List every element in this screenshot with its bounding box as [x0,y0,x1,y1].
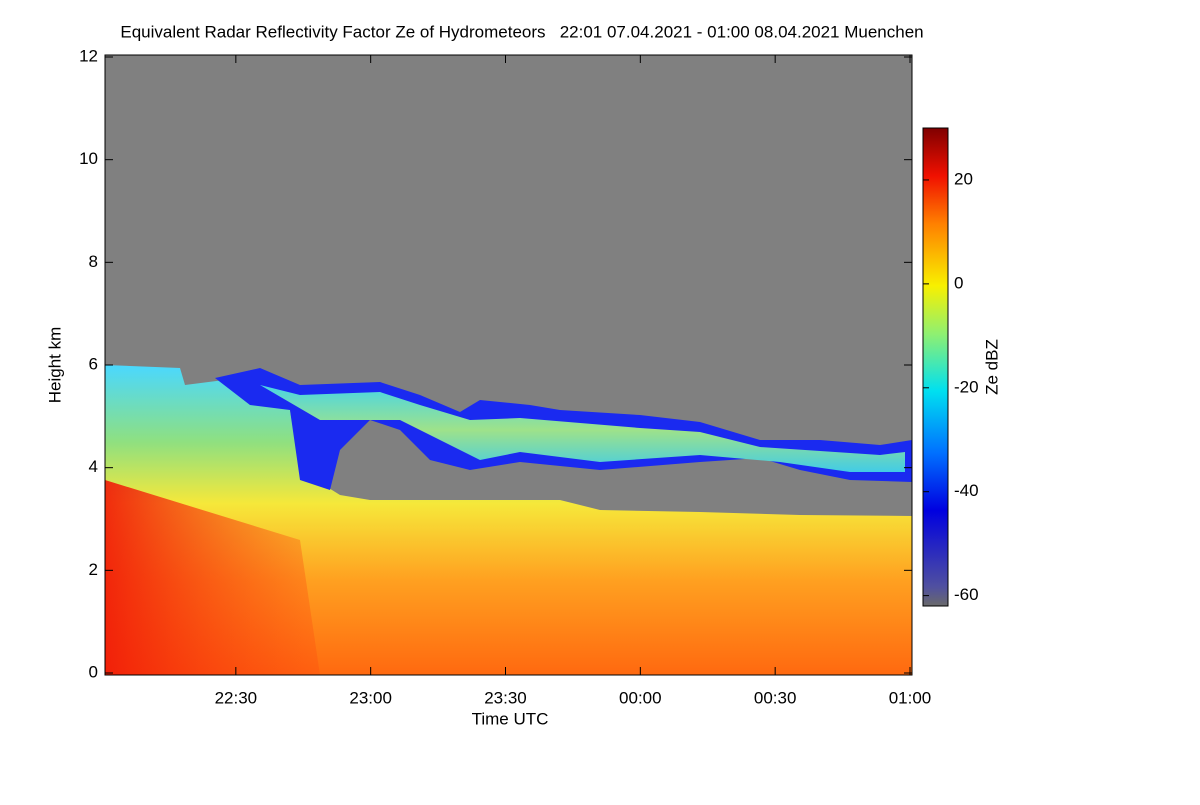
colorbar-tick-label: -40 [954,481,979,500]
x-tick-label: 00:30 [754,688,797,707]
x-tick-label: 23:30 [484,688,527,707]
y-tick-label: 2 [89,560,98,579]
x-tick-label: 00:00 [619,688,662,707]
x-tick-label: 01:00 [889,688,932,707]
y-tick-label: 12 [79,46,98,65]
colorbar-tick-label: 20 [954,169,973,188]
chart-title: Equivalent Radar Reflectivity Factor Ze … [120,22,923,41]
y-axis-label: Height km [45,327,64,404]
y-tick-label: 6 [89,354,98,373]
colorbar-tick-label: 0 [954,273,963,292]
colorbar-tick-label: -60 [954,585,979,604]
y-tick-label: 4 [89,457,98,476]
colorbar-label: Ze dBZ [982,339,1001,395]
x-axis-label: Time UTC [472,709,549,728]
y-tick-label: 0 [89,662,98,681]
x-tick-label: 23:00 [349,688,392,707]
x-tick-label: 22:30 [215,688,258,707]
field [105,55,912,675]
colorbar-tick-label: -20 [954,377,979,396]
colorbar [922,127,949,607]
cloud-core [260,385,905,472]
y-tick-label: 8 [89,252,98,271]
y-tick-label: 10 [79,149,98,168]
rain-core [105,480,320,675]
